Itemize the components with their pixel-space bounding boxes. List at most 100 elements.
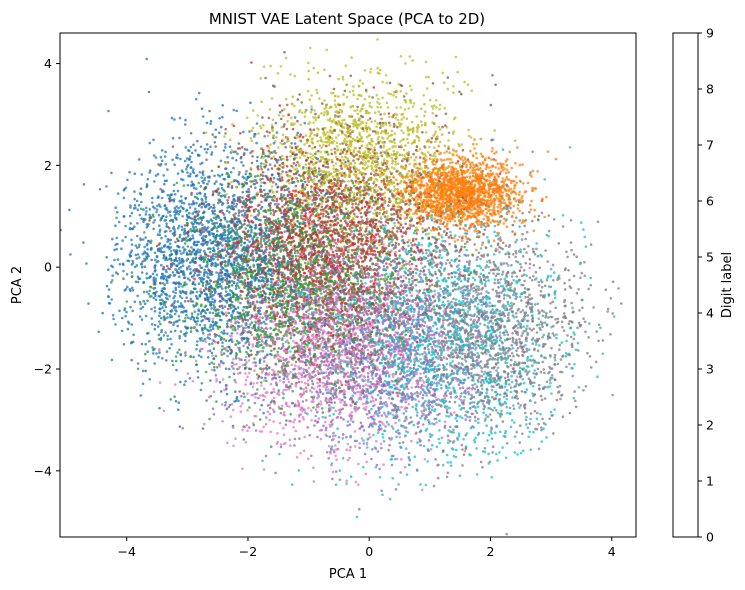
- data-point-9: [506, 355, 510, 358]
- data-point-0: [199, 145, 203, 149]
- data-point-5: [518, 269, 522, 273]
- data-point-0: [122, 343, 126, 346]
- data-point-7: [519, 424, 522, 428]
- data-point-1: [419, 214, 423, 218]
- data-point-3: [366, 237, 369, 240]
- data-point-7: [611, 393, 614, 397]
- data-point-1: [436, 135, 439, 138]
- data-point-8: [407, 132, 411, 136]
- data-point-1: [509, 187, 513, 191]
- data-point-7: [524, 411, 527, 415]
- data-point-6: [276, 432, 279, 435]
- data-point-3: [309, 128, 312, 131]
- data-point-7: [492, 272, 495, 275]
- data-point-4: [362, 429, 366, 432]
- data-point-4: [293, 444, 296, 447]
- data-point-0: [151, 272, 155, 276]
- data-point-6: [309, 409, 313, 412]
- data-point-5: [423, 346, 427, 350]
- data-point-3: [326, 220, 329, 223]
- data-point-5: [414, 237, 418, 241]
- data-point-0: [242, 153, 246, 156]
- data-point-9: [457, 434, 461, 438]
- data-point-8: [366, 160, 370, 163]
- data-point-5: [309, 255, 313, 258]
- data-point-9: [521, 377, 525, 381]
- data-point-4: [396, 394, 400, 398]
- data-point-1: [496, 205, 500, 209]
- data-point-5: [400, 235, 404, 238]
- data-point-6: [277, 393, 281, 397]
- data-point-5: [431, 82, 435, 85]
- data-point-0: [179, 252, 183, 255]
- data-point-5: [333, 177, 336, 181]
- data-point-7: [572, 337, 576, 341]
- data-point-8: [307, 61, 310, 65]
- data-point-9: [404, 267, 408, 270]
- data-point-9: [476, 264, 479, 268]
- data-point-0: [178, 425, 182, 428]
- data-point-9: [397, 483, 400, 486]
- data-point-8: [422, 94, 425, 97]
- data-point-7: [512, 363, 516, 366]
- data-point-8: [316, 132, 319, 136]
- data-point-8: [308, 46, 312, 50]
- data-point-4: [289, 309, 293, 312]
- data-point-5: [405, 213, 409, 216]
- data-point-9: [449, 461, 453, 464]
- data-point-4: [362, 285, 366, 288]
- data-point-9: [454, 298, 458, 301]
- data-point-8: [345, 140, 349, 143]
- data-point-5: [339, 152, 342, 156]
- data-point-8: [292, 166, 295, 169]
- data-point-0: [201, 427, 205, 430]
- data-point-7: [505, 294, 509, 297]
- data-point-7: [521, 432, 524, 436]
- data-point-0: [146, 248, 149, 251]
- data-point-0: [125, 273, 129, 276]
- data-point-6: [370, 206, 374, 210]
- data-point-5: [357, 349, 361, 352]
- data-point-7: [532, 327, 535, 331]
- data-point-0: [264, 376, 267, 380]
- data-point-5: [289, 169, 293, 173]
- data-point-7: [432, 305, 436, 308]
- data-point-9: [385, 355, 388, 358]
- data-point-4: [495, 369, 498, 372]
- data-point-0: [214, 243, 217, 247]
- data-point-4: [387, 448, 391, 452]
- data-point-9: [499, 352, 503, 356]
- data-point-0: [234, 399, 238, 403]
- data-point-8: [375, 225, 379, 228]
- data-point-0: [173, 163, 176, 166]
- data-point-8: [438, 103, 442, 107]
- data-point-9: [485, 290, 488, 293]
- data-point-7: [506, 372, 510, 375]
- data-point-8: [447, 139, 450, 142]
- data-point-4: [438, 285, 442, 288]
- data-point-4: [446, 294, 450, 298]
- data-point-7: [565, 250, 568, 254]
- data-point-4: [471, 405, 475, 409]
- data-point-8: [429, 98, 432, 102]
- data-point-7: [511, 230, 514, 233]
- data-point-8: [394, 145, 397, 148]
- data-point-0: [201, 284, 205, 287]
- data-point-0: [152, 287, 155, 290]
- data-point-8: [410, 173, 414, 176]
- data-point-7: [542, 368, 545, 371]
- data-point-7: [528, 262, 532, 266]
- data-point-9: [533, 376, 536, 379]
- data-point-1: [488, 166, 491, 169]
- data-point-1: [506, 158, 509, 161]
- data-point-9: [435, 344, 439, 348]
- data-point-7: [511, 340, 515, 343]
- data-point-7: [480, 282, 484, 285]
- data-point-8: [256, 114, 260, 117]
- data-point-0: [222, 352, 226, 355]
- data-point-4: [214, 374, 218, 377]
- data-point-8: [353, 109, 357, 113]
- data-point-9: [539, 412, 542, 416]
- data-point-6: [354, 480, 358, 484]
- data-point-6: [232, 357, 235, 361]
